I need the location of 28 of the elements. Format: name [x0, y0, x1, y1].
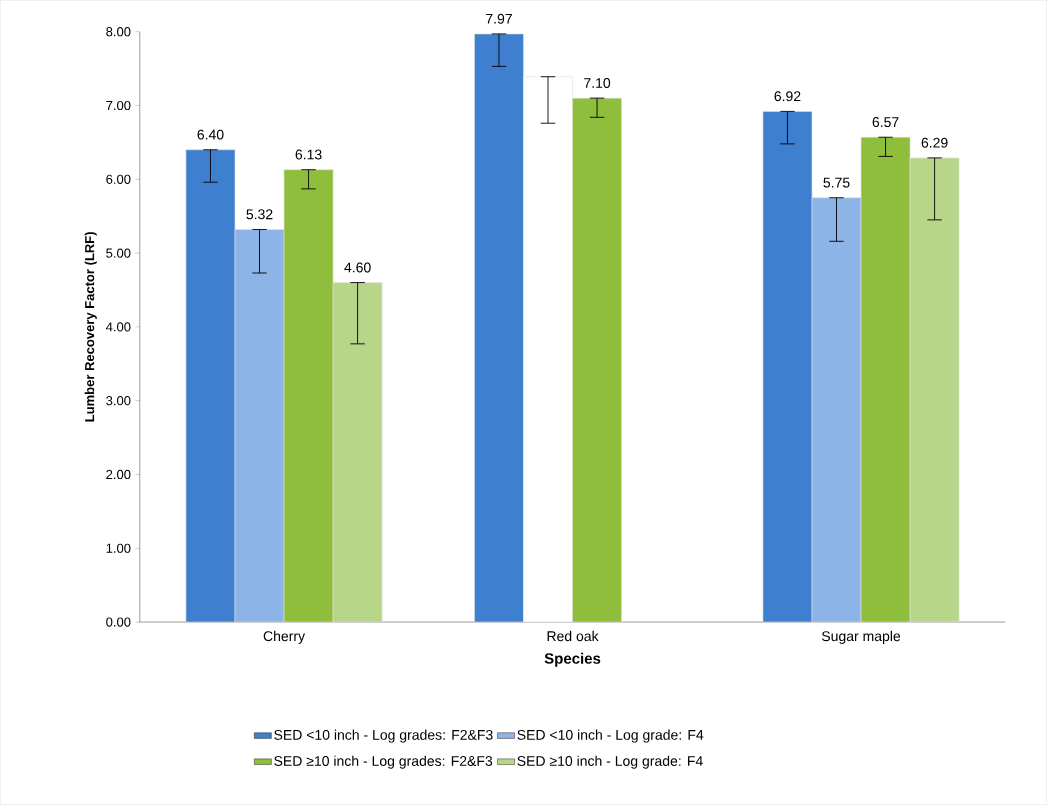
data-label: 5.75 [823, 177, 850, 188]
data-label: 4.60 [344, 262, 371, 273]
data-label: 6.13 [295, 149, 322, 160]
y-tick-label: 0.00 [106, 617, 131, 627]
y-tick-label: 2.00 [106, 469, 131, 480]
y-tick-label: 1.00 [106, 543, 131, 553]
legend-label: SED ≥10 inch - Log grade: F4 [517, 755, 703, 769]
data-label: 7.97 [486, 13, 512, 24]
legend-label: SED <10 inch - Log grades: F2&F3 [274, 729, 493, 743]
y-tick-label: 5.00 [106, 248, 131, 258]
data-label: 6.40 [197, 129, 224, 140]
data-label: 6.29 [921, 137, 948, 148]
x-axis-title: Species [544, 652, 601, 667]
x-tick-label: Cherry [263, 630, 306, 644]
y-tick-label: 3.00 [106, 396, 131, 406]
y-tick-label: 7.00 [106, 100, 131, 111]
data-label: 6.57 [872, 117, 899, 128]
y-tick-label: 6.00 [106, 174, 131, 184]
x-tick-label: Red oak [547, 630, 599, 642]
y-axis-title: Lumber Recovery Factor (LRF) [84, 232, 97, 422]
legend-label: SED <10 inch - Log grade: F4 [517, 729, 704, 743]
data-label: 6.92 [774, 91, 801, 102]
y-tick-label: 4.00 [105, 322, 131, 332]
y-tick-label: 8.00 [106, 27, 131, 37]
data-label: 5.32 [246, 209, 273, 220]
data-label: 7.10 [584, 78, 611, 88]
x-tick-label: Sugar maple [821, 630, 901, 644]
legend-label: SED ≥10 inch - Log grades: F2&F3 [274, 755, 493, 769]
